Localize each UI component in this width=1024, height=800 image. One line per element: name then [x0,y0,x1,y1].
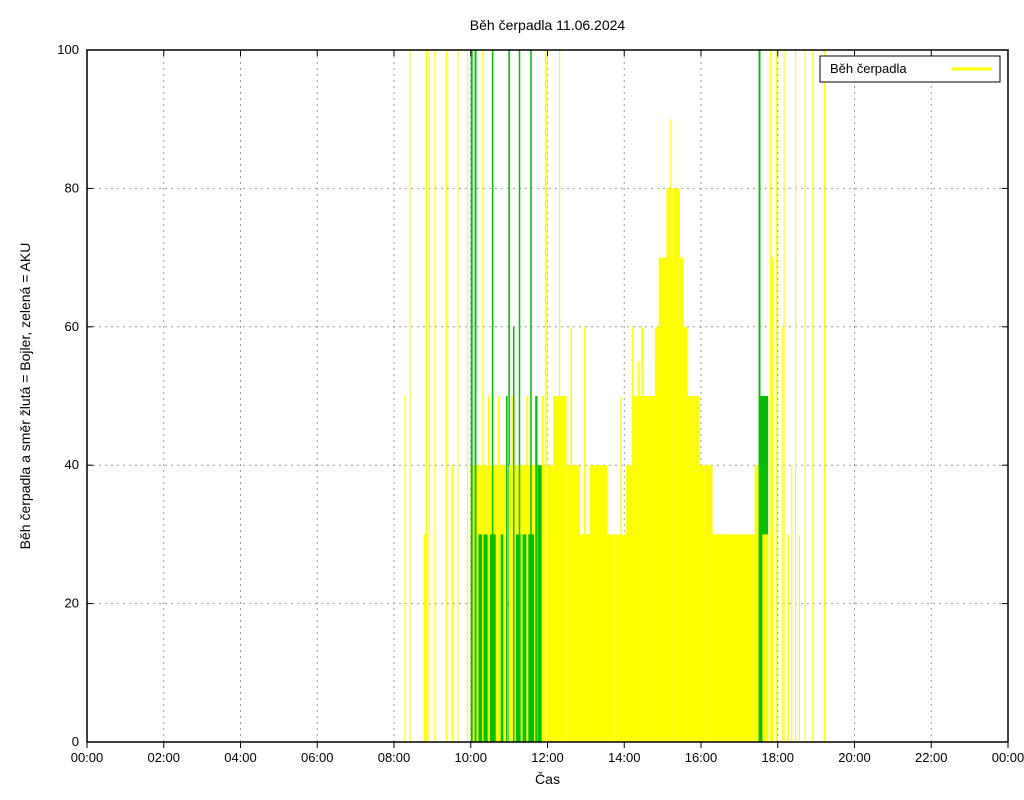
data-bar [795,50,796,742]
data-bar [434,50,435,742]
data-bar [475,50,477,742]
data-bar [824,50,825,742]
data-bar [506,396,508,742]
data-bar [632,327,633,742]
data-bar [548,465,554,742]
data-bar [535,396,537,742]
data-bar [511,396,513,742]
data-bar [530,50,532,742]
x-tick-label: 16:00 [685,750,718,765]
data-bar [599,465,607,742]
data-bar [638,361,640,742]
data-bar [482,50,483,742]
data-bar [467,50,468,742]
data-bar [805,50,806,742]
y-tick-label: 100 [57,42,79,57]
data-bar [799,534,800,742]
data-bar [538,465,542,742]
x-tick-label: 10:00 [454,750,487,765]
y-tick-label: 80 [65,180,79,195]
data-bar [523,534,527,742]
x-tick-label: 18:00 [761,750,794,765]
data-bar [478,534,482,742]
x-axis-title: Čas [535,771,560,787]
data-bar [584,327,586,742]
y-axis-title: Běh čerpadla a směr žlutá = Bojler, zele… [17,243,33,550]
x-tick-label: 06:00 [301,750,334,765]
chart-svg: 00:00 02:00 04:00 06:00 08:00 10:00 12:00 14:00… [0,0,1024,800]
data-bar [770,50,771,742]
data-bar [705,465,713,742]
data-bar [471,50,473,742]
data-bar [503,465,505,742]
data-bar [634,396,646,742]
data-bar [542,396,544,742]
y-tick-label: 20 [65,596,79,611]
data-bar [812,50,813,742]
x-tick-label: 02:00 [147,750,180,765]
data-bar [546,50,547,742]
x-tick-label: 04:00 [224,750,257,765]
data-bar [498,396,500,742]
data-bar [697,465,705,742]
data-bar [513,327,515,742]
legend-label: Běh čerpadla [830,61,907,76]
chart-title: Běh čerpadla 11.06.2024 [470,17,626,33]
data-bar [672,188,680,742]
data-bar [571,327,573,742]
x-tick-label: 08:00 [378,750,411,765]
data-bar [409,50,410,742]
data-bar [567,465,580,742]
x-tick-label: 22:00 [915,750,948,765]
data-bar [526,396,528,742]
data-bar [762,534,768,742]
x-tick-label: 20:00 [838,750,871,765]
data-bar [784,50,785,742]
y-tick-label: 60 [65,319,79,334]
data-bar [645,396,655,742]
data-bar [452,465,454,742]
chart-container: 00:00 02:00 04:00 06:00 08:00 10:00 12:00 14:00… [0,0,1024,800]
data-bar [787,534,789,742]
data-bar [659,258,663,742]
data-bar [680,258,684,742]
data-bar [759,50,761,742]
data-bar [642,327,644,742]
data-bar [772,258,773,742]
data-bar [545,50,546,742]
data-bar [670,119,671,742]
x-tick-label: 00:00 [992,750,1024,765]
data-bar [620,396,622,742]
x-tick-label: 00:00 [71,750,104,765]
data-bar [519,50,521,742]
data-bar [424,534,426,742]
data-bar [457,50,458,742]
data-bar [446,50,447,742]
data-bar [483,534,488,742]
x-tick-label: 14:00 [608,750,641,765]
data-bar [791,465,792,742]
data-bar [684,327,688,742]
data-bar [782,327,783,742]
data-bar [404,396,405,742]
data-bar [429,50,430,742]
data-bar [501,534,504,742]
data-bar [590,465,600,742]
data-bar [559,50,560,742]
data-bar [776,50,777,742]
y-tick-label: 40 [65,457,79,472]
x-tick-label: 12:00 [531,750,564,765]
y-tick-label: 0 [72,734,79,749]
data-bar [666,188,670,742]
data-bar [426,50,427,742]
data-bar [488,396,490,742]
data-bar [492,50,494,742]
